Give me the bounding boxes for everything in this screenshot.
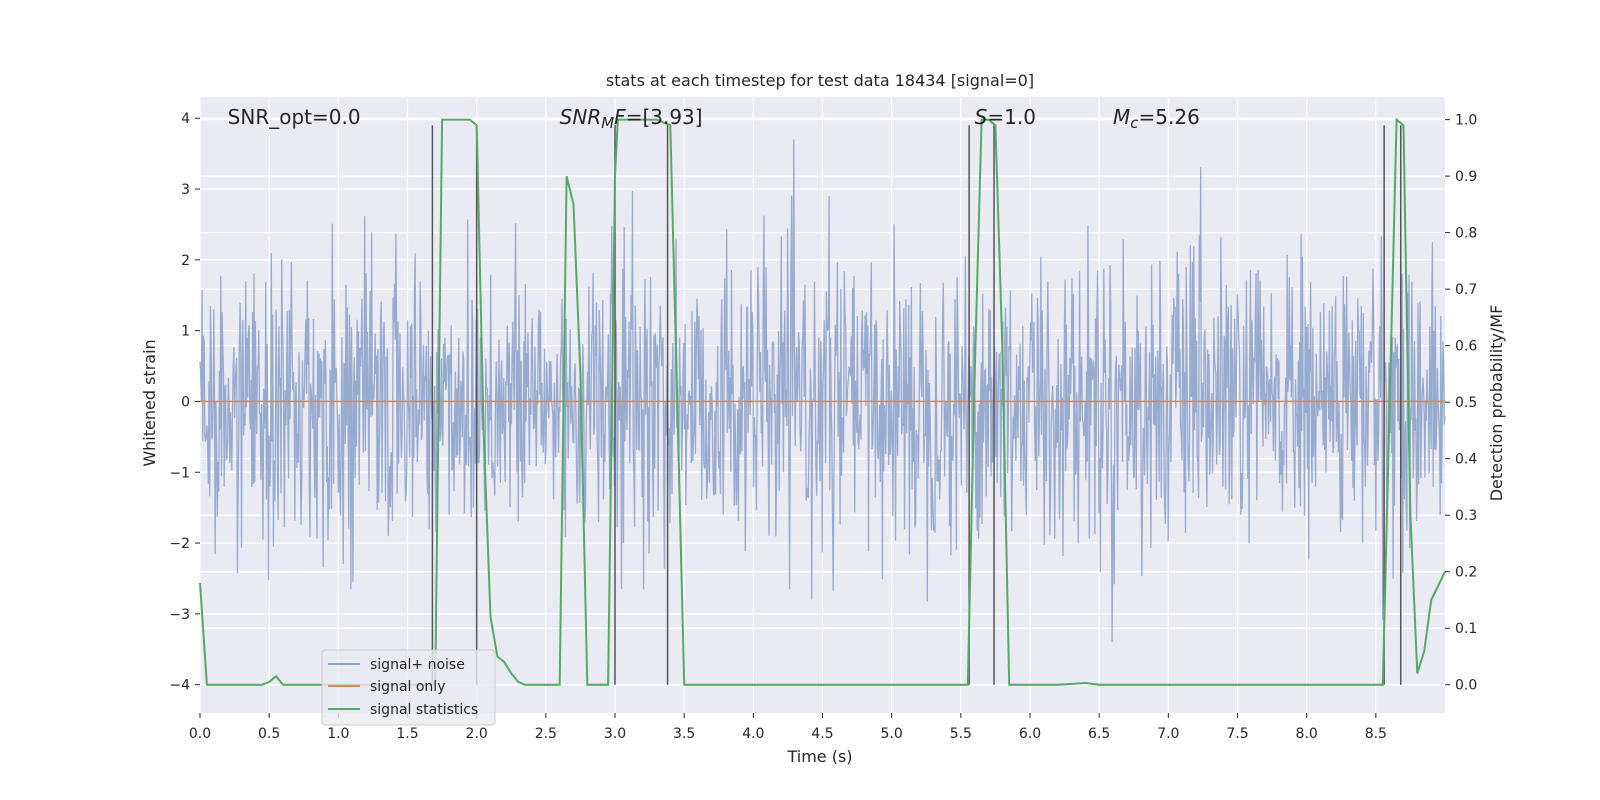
legend-label-signal-plus-noise: signal+ noise: [370, 657, 465, 673]
y-right-tick-label: 0.4: [1455, 452, 1477, 468]
y-right-tick-label: 0.3: [1455, 508, 1477, 524]
x-tick-label: 3.0: [604, 726, 626, 742]
noise-trace: [199, 139, 1446, 643]
y-right-tick-label: 0.2: [1455, 565, 1477, 581]
legend-label-signal-statistics: signal statistics: [370, 702, 478, 718]
legend: signal+ noise signal only signal statist…: [321, 649, 496, 726]
y-right-tick-label: 0.7: [1455, 282, 1477, 298]
x-tick-label: 8.0: [1296, 726, 1318, 742]
x-tick-label: 0.5: [258, 726, 280, 742]
x-tick-label: 4.5: [811, 726, 833, 742]
x-axis-label: Time (s): [786, 747, 852, 766]
series-signal-plus-noise: [199, 139, 1446, 643]
y-left-tick-label: −1: [169, 465, 190, 481]
annotation: SNRMF=[3.93]: [560, 105, 703, 132]
x-tick-label: 7.5: [1226, 726, 1248, 742]
x-tick-label: 1.5: [396, 726, 418, 742]
legend-label-signal-only: signal only: [370, 679, 445, 695]
y-right-tick-label: 0.1: [1455, 621, 1477, 637]
x-tick-label: 6.5: [1088, 726, 1110, 742]
x-tick-label: 2.5: [535, 726, 557, 742]
y-right-tick-label: 0.0: [1455, 678, 1477, 694]
y-right-tick-label: 0.9: [1455, 169, 1477, 185]
y-axis-label-left: Whitened strain: [140, 339, 159, 466]
y-left-tick-label: 1: [181, 324, 190, 340]
annotation: Mc=5.26: [1113, 105, 1200, 132]
x-tick-label: 0.0: [189, 726, 211, 742]
x-tick-label: 8.5: [1365, 726, 1387, 742]
y-left-tick-label: 4: [181, 111, 190, 127]
y-right-tick-label: 0.8: [1455, 226, 1477, 242]
x-tick-label: 7.0: [1157, 726, 1179, 742]
axes: 0.0 0.5 1.0 1.5 2.0 2.5 3.0 3.5 4.0 4.5 5.0 5.5 6.0 6…: [169, 111, 1477, 742]
x-tick-label: 2.0: [466, 726, 488, 742]
y-left-tick-label: 2: [181, 253, 190, 269]
y-right-tick-label: 0.6: [1455, 339, 1477, 355]
y-right-tick-label: 1.0: [1455, 113, 1477, 129]
chart-title: stats at each timestep for test data 184…: [606, 71, 1034, 90]
annotations: SNR_opt=0.0 SNRMF=[3.93] S=1.0 Mc=5.26: [228, 105, 1200, 132]
legend-box: [321, 649, 496, 726]
x-tick-label: 5.0: [881, 726, 903, 742]
y-left-tick-label: −3: [169, 607, 190, 623]
y-left-tick-label: 3: [181, 182, 190, 198]
x-tick-label: 5.5: [950, 726, 972, 742]
y-left-tick-label: −2: [169, 536, 190, 552]
y-axis-label-right: Detection probability/MF: [1487, 305, 1506, 502]
annotation: S=1.0: [975, 105, 1036, 129]
x-tick-label: 3.5: [673, 726, 695, 742]
y-left-tick-label: 0: [181, 394, 190, 410]
x-tick-label: 4.0: [742, 726, 764, 742]
x-tick-label: 1.0: [327, 726, 349, 742]
y-left-tick-label: −4: [169, 678, 190, 694]
x-tick-label: 6.0: [1019, 726, 1041, 742]
annotation: SNR_opt=0.0: [228, 105, 361, 129]
y-right-tick-label: 0.5: [1455, 395, 1477, 411]
